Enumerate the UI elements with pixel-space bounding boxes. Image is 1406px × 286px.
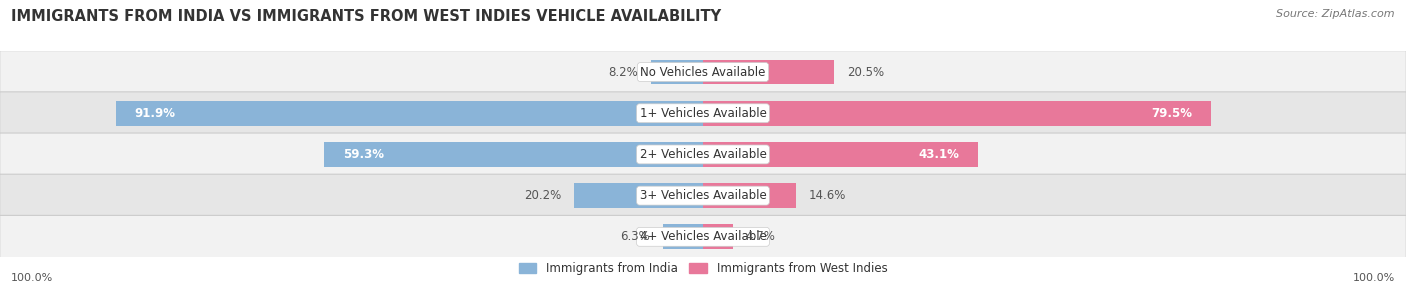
Text: 8.2%: 8.2%: [607, 65, 638, 79]
FancyBboxPatch shape: [0, 174, 1406, 217]
Text: 20.2%: 20.2%: [524, 189, 561, 202]
Bar: [703, 183, 796, 208]
Text: 100.0%: 100.0%: [1353, 273, 1395, 283]
FancyBboxPatch shape: [0, 215, 1406, 258]
FancyBboxPatch shape: [0, 92, 1406, 135]
Text: 4+ Vehicles Available: 4+ Vehicles Available: [640, 230, 766, 243]
Bar: [651, 60, 703, 84]
Legend: Immigrants from India, Immigrants from West Indies: Immigrants from India, Immigrants from W…: [515, 258, 891, 280]
Text: 1+ Vehicles Available: 1+ Vehicles Available: [640, 107, 766, 120]
Text: Source: ZipAtlas.com: Source: ZipAtlas.com: [1277, 9, 1395, 19]
FancyBboxPatch shape: [0, 51, 1406, 94]
Text: 14.6%: 14.6%: [808, 189, 846, 202]
Bar: [662, 225, 703, 249]
Text: 100.0%: 100.0%: [11, 273, 53, 283]
Text: 6.3%: 6.3%: [620, 230, 650, 243]
Bar: [115, 101, 703, 126]
Text: 91.9%: 91.9%: [135, 107, 176, 120]
Text: IMMIGRANTS FROM INDIA VS IMMIGRANTS FROM WEST INDIES VEHICLE AVAILABILITY: IMMIGRANTS FROM INDIA VS IMMIGRANTS FROM…: [11, 9, 721, 23]
FancyBboxPatch shape: [0, 133, 1406, 176]
Text: 59.3%: 59.3%: [343, 148, 384, 161]
Text: 3+ Vehicles Available: 3+ Vehicles Available: [640, 189, 766, 202]
Bar: [703, 225, 733, 249]
Bar: [323, 142, 703, 167]
Bar: [574, 183, 703, 208]
Text: 20.5%: 20.5%: [846, 65, 884, 79]
Bar: [703, 101, 1211, 126]
Text: 79.5%: 79.5%: [1152, 107, 1192, 120]
Text: 2+ Vehicles Available: 2+ Vehicles Available: [640, 148, 766, 161]
Bar: [703, 142, 979, 167]
Text: 4.7%: 4.7%: [745, 230, 776, 243]
Text: 43.1%: 43.1%: [918, 148, 959, 161]
Bar: [703, 60, 834, 84]
Text: No Vehicles Available: No Vehicles Available: [640, 65, 766, 79]
